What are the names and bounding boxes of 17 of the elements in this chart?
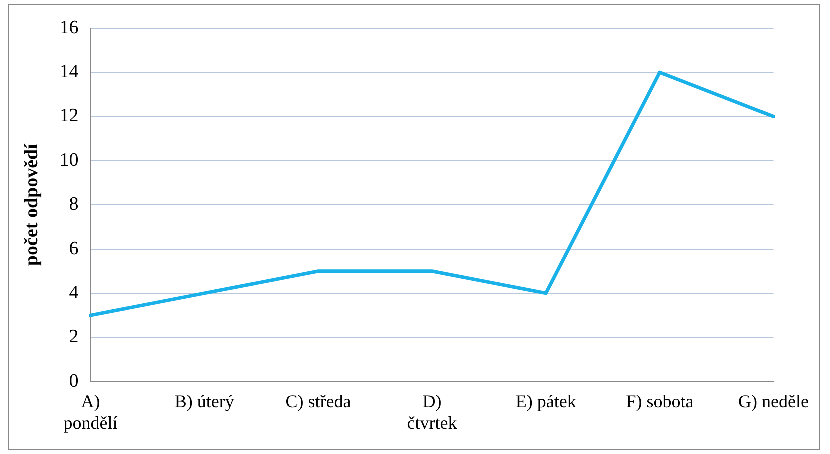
y-tick-label: 0 <box>69 370 79 392</box>
x-tick-label: A) pondělí <box>64 391 118 433</box>
x-tick-label: D) čtvrtek <box>407 391 458 433</box>
x-tick-label: B) úterý <box>174 391 234 412</box>
y-axis-title: počet odpovědí <box>21 143 42 266</box>
y-tick-label: 16 <box>60 17 79 38</box>
x-tick-label: F) sobota <box>626 391 694 412</box>
y-tick-label: 8 <box>69 194 79 216</box>
y-tick-label: 12 <box>60 106 79 127</box>
x-tick-label: C) středa <box>286 391 352 412</box>
y-tick-label: 10 <box>60 150 79 171</box>
y-tick-label: 14 <box>60 62 80 83</box>
x-tick-label: G) neděle <box>738 391 810 412</box>
y-tick-label: 6 <box>69 238 79 260</box>
y-tick-label: 2 <box>69 326 79 348</box>
y-tick-label: 4 <box>69 282 80 304</box>
x-tick-label: E) pátek <box>516 391 576 412</box>
